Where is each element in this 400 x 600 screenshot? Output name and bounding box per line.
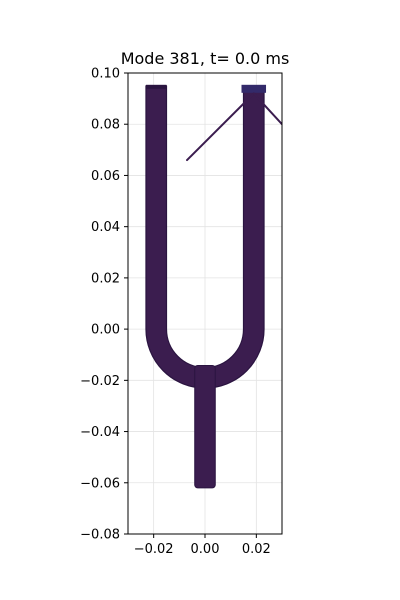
y-axis: −0.08 −0.06 −0.04 −0.02 0.00 0.02 0.04 0.06 0.08… <box>80 67 128 543</box>
fork-body <box>145 85 265 389</box>
y-tick-label: 0.10 <box>91 67 120 82</box>
y-tick-label: −0.06 <box>80 476 120 491</box>
y-tick-label: 0.02 <box>91 271 120 286</box>
left-prong-tip <box>145 84 167 89</box>
right-prong-tip <box>241 84 267 93</box>
y-tick-label: −0.04 <box>80 425 120 440</box>
y-tick-label: 0.06 <box>91 169 120 184</box>
plot-area <box>145 84 282 489</box>
y-tick-label: 0.08 <box>91 118 120 133</box>
fork-stem <box>194 365 216 489</box>
y-tick-label: 0.00 <box>91 323 120 338</box>
y-tick-label: 0.04 <box>91 220 120 235</box>
y-tick-label: −0.02 <box>80 374 120 389</box>
x-tick-label: 0.02 <box>242 542 271 557</box>
chart-title: Mode 381, t= 0.0 ms <box>121 49 290 68</box>
spike-1 <box>252 92 282 126</box>
x-tick-label: −0.02 <box>134 542 174 557</box>
x-tick-label: 0.00 <box>191 542 220 557</box>
y-tick-label: −0.08 <box>80 528 120 543</box>
x-axis: −0.02 0.00 0.02 <box>134 534 271 557</box>
spike-0 <box>186 92 255 162</box>
